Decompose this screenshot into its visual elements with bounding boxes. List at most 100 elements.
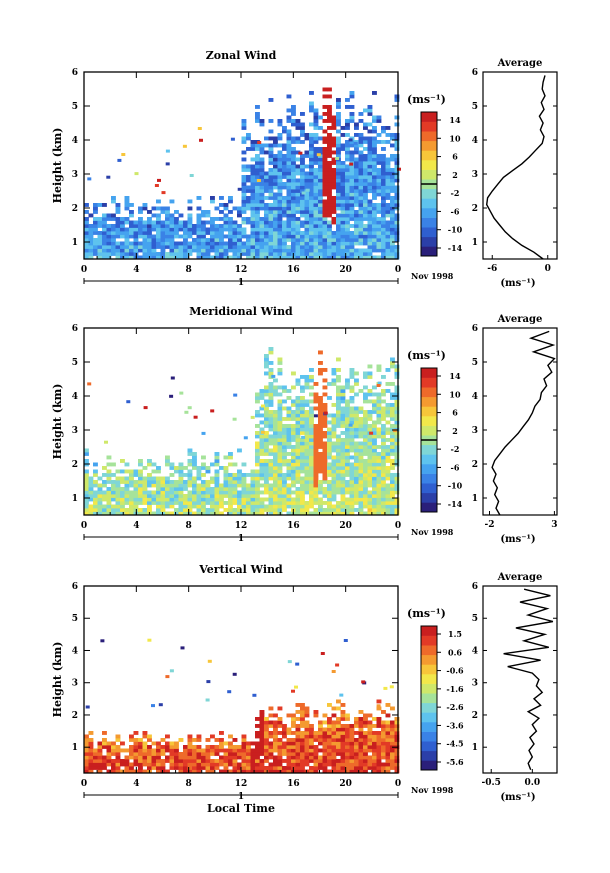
heatmap-cell [178,252,184,256]
heatmap-cell [129,480,134,484]
heatmap-cell [340,748,346,753]
heatmap-cell [246,252,251,256]
heatmap-cell [390,748,395,753]
heatmap-cell [201,487,206,491]
heatmap-cell [102,504,107,509]
heatmap-cell [327,210,332,214]
heatmap-cell [268,227,274,232]
heatmap-cell [295,504,301,509]
heatmap-cell [197,127,202,130]
heatmap-cell [354,452,359,456]
heatmap-cell [138,469,143,474]
heatmap-cell [327,752,332,756]
heatmap-cell [367,210,373,214]
heatmap-cell [340,234,346,239]
heatmap-cell [322,480,328,484]
heatmap-cell [390,511,395,516]
heatmap-cell [97,755,103,760]
heatmap-cell [187,745,193,749]
x-tick-label: 8 [186,265,192,275]
heatmap-cell [322,473,328,477]
heatmap-cell [282,154,287,158]
heatmap-cell [147,476,152,481]
heatmap-cell [354,178,359,183]
heatmap-cell [300,403,305,407]
colorbar-tick-label: 10 [449,133,461,143]
heatmap-cell [223,213,229,218]
heatmap-cell [394,238,400,242]
heatmap-cell [349,371,355,376]
heatmap-cell [151,748,157,753]
heatmap-cell [363,452,368,456]
heatmap-cell [331,759,337,763]
heatmap-cell [349,112,355,116]
heatmap-cell [358,710,364,714]
heatmap-cell [336,161,341,165]
heatmap-cell [169,748,175,753]
heatmap-cell [255,734,260,739]
heatmap-cell [192,504,197,509]
heatmap-cell [102,220,107,225]
heatmap-cell [295,231,301,235]
heatmap-cell [340,203,346,207]
heatmap-cell [354,427,359,432]
heatmap-cell [129,252,134,256]
heatmap-cell [309,748,314,753]
heatmap-cell [394,406,400,411]
heatmap-cell [309,490,314,495]
heatmap-cell [327,494,332,498]
heatmap-cell [206,680,211,684]
heatmap-cell [327,724,332,728]
heatmap-cell [300,494,305,498]
heatmap-cell [367,413,373,418]
heatmap-cell [291,399,296,404]
heatmap-cell [304,483,310,488]
heatmap-cell [291,410,296,414]
heatmap-cell [259,448,265,453]
heatmap-cell [304,508,310,512]
heatmap-cell [246,241,251,246]
heatmap-cell [174,741,179,746]
heatmap-cell [318,252,323,256]
heatmap-cell [327,396,332,400]
heatmap-cell [259,122,265,127]
heatmap-cell [309,511,314,516]
colorbar-swatch [421,750,437,761]
heatmap-cell [367,147,373,151]
heatmap-cell [264,424,269,428]
heatmap-cell [349,217,355,221]
colorbar-swatch [421,464,437,474]
heatmap-cell [210,217,215,221]
heatmap-cell [340,441,346,446]
heatmap-cell [84,762,89,767]
heatmap-cell [394,424,400,428]
heatmap-cell [381,375,386,379]
heatmap-cell [376,119,382,123]
heatmap-cell [363,748,368,753]
heatmap-cell [376,724,382,728]
heatmap-cell [345,189,350,193]
heatmap-cell [250,238,256,242]
colorbar-swatch [421,731,437,742]
heatmap-cell [394,766,400,770]
heatmap-cell [282,741,287,746]
heatmap-cell [301,191,306,195]
colorbar-swatch [421,654,437,665]
heatmap-cell [376,431,382,435]
heatmap-cell [174,501,179,505]
heatmap-cell [219,252,224,256]
heatmap-cell [106,490,112,495]
heatmap-cell [255,745,260,749]
heatmap-cell [385,720,391,725]
heatmap-cell [268,382,274,386]
heatmap-cell [349,213,355,218]
heatmap-cell [219,248,224,253]
heatmap-cell [372,504,377,509]
heatmap-cell [300,766,305,770]
heatmap-cell [246,752,251,756]
heatmap-cell [291,192,296,197]
heatmap-cell [295,417,301,421]
heatmap-cell [273,413,278,418]
heatmap-cell [354,490,359,495]
heatmap-cell [327,511,332,516]
